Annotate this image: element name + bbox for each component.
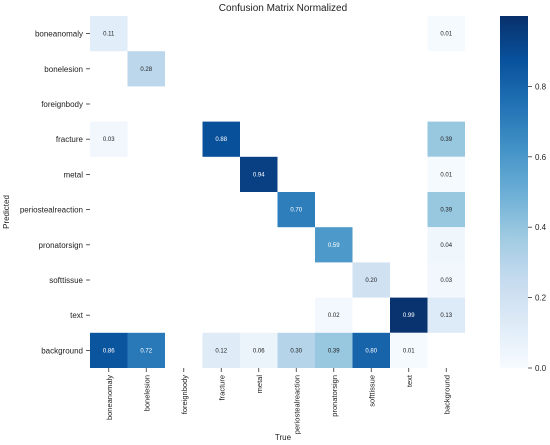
colorbar-tick-label: 0.2 <box>535 294 547 303</box>
heatmap-cell <box>352 332 390 368</box>
heatmap-cell <box>90 16 128 52</box>
cell-value-label: 0.59 <box>328 243 340 249</box>
cell-value-label: 0.72 <box>140 348 152 354</box>
heatmap-cell <box>390 297 428 333</box>
heatmap-cell <box>352 262 390 298</box>
x-tick-label: metal <box>255 375 264 394</box>
heatmap-cell <box>427 297 465 333</box>
row-labels: boneanomaly bonelesion foreignbody fracture… <box>20 30 90 355</box>
heatmap-cell <box>427 121 465 157</box>
cell-value-label: 0.12 <box>215 348 227 354</box>
cell-value-label: 0.02 <box>328 313 340 319</box>
x-tick-label: foreignbody <box>180 375 189 414</box>
heatmap-cell <box>202 332 240 368</box>
cell-value-label: 0.80 <box>365 348 377 354</box>
heatmap-cell <box>427 227 465 263</box>
y-tick-label: metal <box>63 170 83 179</box>
heatmap-cell <box>127 332 165 368</box>
y-tick-label: foreignbody <box>41 100 83 109</box>
cell-value-label: 0.39 <box>328 348 340 354</box>
cell-value-label: 0.13 <box>440 313 452 319</box>
cell-value-label: 0.03 <box>440 278 452 284</box>
colorbar <box>500 16 528 368</box>
colorbar-tick-label: 0.6 <box>535 153 547 162</box>
x-tick-label: softtissue <box>367 375 376 407</box>
y-tick-label: softtissue <box>49 276 83 285</box>
heatmap-cell <box>90 332 128 368</box>
y-tick-label: text <box>70 311 84 320</box>
cell-value-label: 0.01 <box>440 172 452 178</box>
heatmap-cell <box>427 262 465 298</box>
heatmap-cell <box>240 332 278 368</box>
colorbar-ticks: 0.0 0.2 0.4 0.6 0.8 <box>528 82 547 373</box>
cell-value-label: 0.11 <box>103 32 115 38</box>
y-tick-label: bonelesion <box>44 65 83 74</box>
cell-value-label: 0.39 <box>440 137 452 143</box>
heatmap-cell <box>127 51 165 87</box>
heatmap-cell <box>390 332 428 368</box>
heatmap-cells <box>90 16 465 368</box>
heatmap-cell <box>315 297 353 333</box>
cell-value-label: 0.99 <box>403 313 415 319</box>
heatmap-cell <box>427 16 465 52</box>
x-axis-title: True <box>275 433 292 442</box>
x-tick-label: boneanomaly <box>105 375 114 420</box>
cell-value-label: 0.04 <box>440 243 452 249</box>
heatmap-cell <box>202 121 240 157</box>
cell-value-label: 0.39 <box>440 208 452 214</box>
cell-value-label: 0.86 <box>103 348 115 354</box>
cell-value-label: 0.06 <box>253 348 265 354</box>
cell-value-label: 0.88 <box>215 137 227 143</box>
heatmap-cell <box>90 121 128 157</box>
cell-value-label: 0.03 <box>103 137 115 143</box>
colorbar-tick-label: 0.8 <box>535 82 547 91</box>
x-tick-label: background <box>442 375 451 414</box>
colorbar-tick-label: 0.4 <box>535 223 547 232</box>
heatmap-cell <box>315 332 353 368</box>
y-tick-label: fracture <box>56 135 84 144</box>
heatmap-cell <box>427 156 465 192</box>
cell-value-label: 0.01 <box>440 32 452 38</box>
y-tick-label: boneanomaly <box>35 30 83 39</box>
heatmap-cell <box>427 192 465 228</box>
y-tick-label: background <box>41 346 83 355</box>
heatmap-cell <box>277 332 315 368</box>
heatmap-cell-labels: 0.11 0.01 0.28 0.03 0.88 0.39 0.94 0.01 0.70 0.39… <box>103 32 453 355</box>
colorbar-tick-label: 0.0 <box>535 364 547 373</box>
column-labels: boneanomaly bonelesion foreignbody fracture… <box>105 368 451 434</box>
cell-value-label: 0.20 <box>365 278 377 284</box>
x-tick-label: bonelesion <box>142 375 151 411</box>
cell-value-label: 0.01 <box>403 348 415 354</box>
chart-title: Confusion Matrix Normalized <box>219 3 347 14</box>
x-tick-label: periostealreaction <box>292 375 301 434</box>
y-tick-label: periostealreaction <box>20 206 83 215</box>
cell-value-label: 0.94 <box>253 172 265 178</box>
y-axis-title: Predicted <box>2 195 11 229</box>
cell-value-label: 0.28 <box>140 67 152 73</box>
cell-value-label: 0.30 <box>290 348 302 354</box>
heatmap-cell <box>277 192 315 228</box>
heatmap-cell <box>315 227 353 263</box>
x-tick-label: pronatorsign <box>330 375 339 417</box>
heatmap-cell <box>240 156 278 192</box>
x-tick-label: text <box>405 374 414 387</box>
x-tick-label: fracture <box>217 375 226 400</box>
cell-value-label: 0.70 <box>290 208 302 214</box>
y-tick-label: pronatorsign <box>39 241 83 250</box>
